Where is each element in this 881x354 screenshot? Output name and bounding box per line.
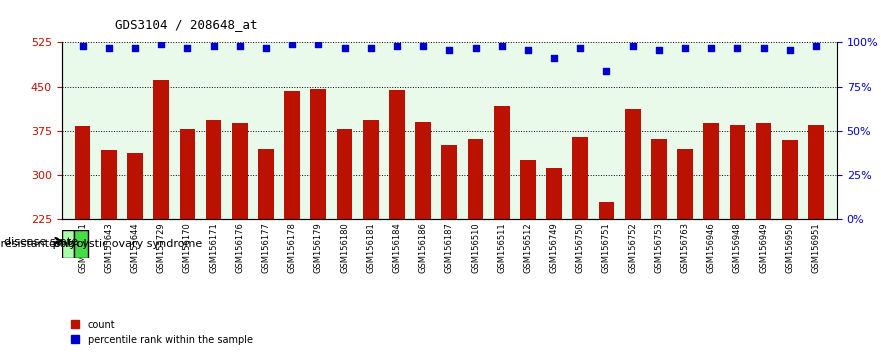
Bar xyxy=(310,88,326,352)
Point xyxy=(311,41,325,47)
Bar xyxy=(153,80,169,352)
Bar xyxy=(415,122,431,352)
Bar xyxy=(520,160,536,352)
FancyBboxPatch shape xyxy=(62,230,74,258)
Bar xyxy=(389,90,404,352)
Point xyxy=(521,47,535,52)
Bar xyxy=(285,91,300,352)
Bar xyxy=(468,139,484,352)
Bar xyxy=(75,126,91,352)
Point xyxy=(102,45,116,51)
Bar xyxy=(573,137,589,352)
Bar xyxy=(729,125,745,352)
Bar xyxy=(337,129,352,352)
Bar xyxy=(756,123,772,352)
Legend: count, percentile rank within the sample: count, percentile rank within the sample xyxy=(67,316,256,349)
Point xyxy=(337,45,352,51)
Point xyxy=(259,45,273,51)
Bar xyxy=(62,42,410,219)
Bar xyxy=(206,120,221,352)
Point xyxy=(626,43,640,49)
Point xyxy=(154,41,168,47)
Point xyxy=(782,47,796,52)
Bar xyxy=(546,168,562,352)
Point xyxy=(730,45,744,51)
Text: control: control xyxy=(48,239,87,249)
Point xyxy=(678,45,692,51)
Text: insulin-resistant polycystic ovary syndrome: insulin-resistant polycystic ovary syndr… xyxy=(0,239,202,249)
Point xyxy=(547,56,561,61)
Bar xyxy=(410,42,837,219)
Point xyxy=(574,45,588,51)
Point xyxy=(128,45,142,51)
Bar xyxy=(441,144,457,352)
Bar xyxy=(677,149,692,352)
Point xyxy=(285,41,300,47)
Point xyxy=(652,47,666,52)
Point xyxy=(704,45,718,51)
Point xyxy=(469,45,483,51)
Bar xyxy=(180,129,196,352)
Bar xyxy=(651,139,667,352)
Point xyxy=(76,43,90,49)
Bar xyxy=(258,149,274,352)
Bar xyxy=(494,105,509,352)
Point xyxy=(442,47,456,52)
Bar xyxy=(782,140,797,352)
Text: disease state: disease state xyxy=(4,238,78,247)
Bar xyxy=(625,109,640,352)
FancyBboxPatch shape xyxy=(74,230,88,258)
Point xyxy=(494,43,508,49)
Point xyxy=(233,43,247,49)
Point xyxy=(599,68,613,74)
Bar xyxy=(232,123,248,352)
Text: GDS3104 / 208648_at: GDS3104 / 208648_at xyxy=(115,18,257,31)
Bar xyxy=(101,150,116,352)
Point xyxy=(206,43,220,49)
Bar xyxy=(808,125,824,352)
Bar xyxy=(598,202,614,352)
Point xyxy=(809,43,823,49)
Point xyxy=(181,45,195,51)
Bar xyxy=(363,120,379,352)
Point xyxy=(757,45,771,51)
Point xyxy=(364,45,378,51)
Bar xyxy=(703,123,719,352)
Bar xyxy=(127,153,143,352)
Point xyxy=(416,43,430,49)
Point xyxy=(390,43,404,49)
